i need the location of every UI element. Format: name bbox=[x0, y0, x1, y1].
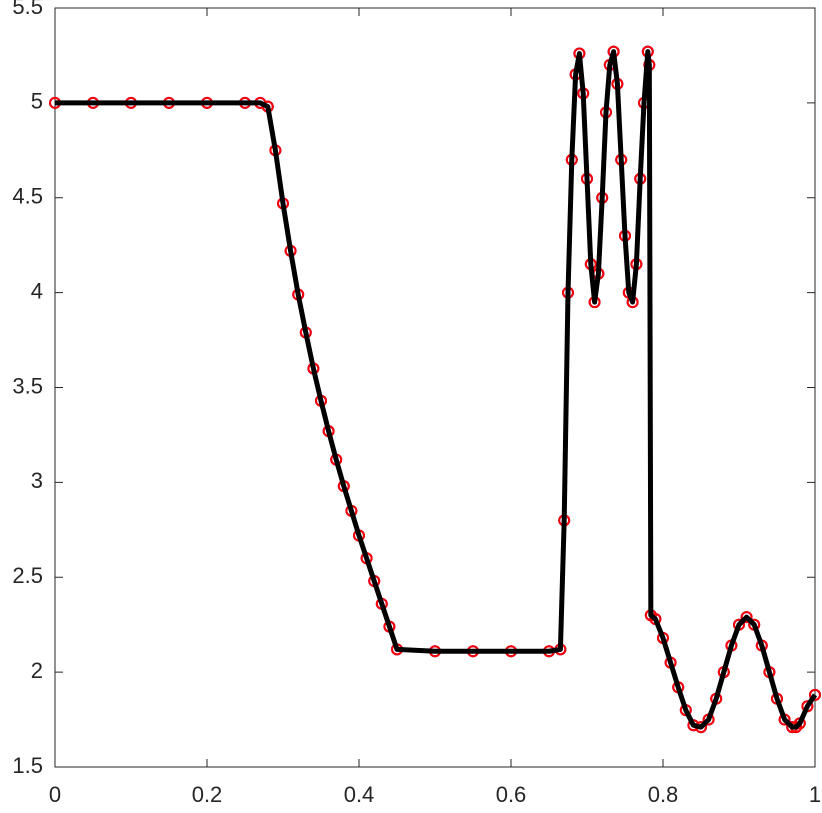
x-tick-label: 0.6 bbox=[496, 782, 527, 807]
marker bbox=[740, 611, 753, 624]
y-tick-label: 1.5 bbox=[12, 753, 43, 778]
marker bbox=[809, 688, 821, 701]
x-tick-label: 1 bbox=[809, 782, 821, 807]
y-tick-label: 2.5 bbox=[12, 563, 43, 588]
y-tick-label: 5 bbox=[31, 89, 43, 114]
x-tick-label: 0 bbox=[49, 782, 61, 807]
x-tick-label: 0.8 bbox=[648, 782, 679, 807]
x-tick-label: 0.2 bbox=[192, 782, 223, 807]
y-tick-label: 5.5 bbox=[12, 0, 43, 19]
plot-area bbox=[54, 7, 816, 768]
y-tick-label: 4.5 bbox=[12, 184, 43, 209]
x-tick-label: 0.4 bbox=[344, 782, 375, 807]
y-tick-label: 3 bbox=[31, 468, 43, 493]
line bbox=[55, 49, 818, 730]
y-tick-label: 4 bbox=[31, 278, 43, 303]
y-tick-label: 3.5 bbox=[12, 373, 43, 398]
y-tick-label: 2 bbox=[31, 658, 43, 683]
